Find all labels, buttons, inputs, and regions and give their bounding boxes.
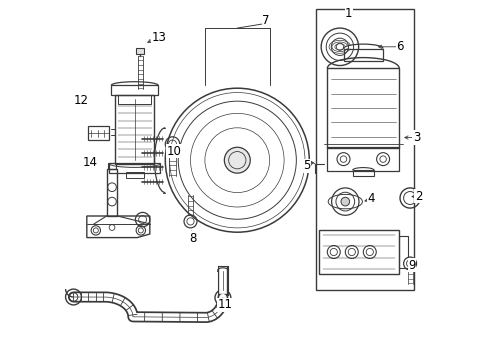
Text: 13: 13 [151, 31, 166, 44]
Bar [352, 170, 373, 176]
Bar [111, 85, 158, 95]
Circle shape [340, 197, 349, 206]
Bar [319, 230, 398, 274]
Bar [118, 95, 151, 104]
Text: 1: 1 [345, 7, 352, 20]
Bar [136, 48, 144, 54]
Bar [115, 95, 154, 164]
Bar [88, 126, 108, 140]
Text: 4: 4 [367, 192, 375, 205]
Bar [125, 172, 143, 178]
Bar [326, 68, 399, 148]
Bar [108, 163, 116, 169]
Bar [326, 147, 399, 171]
Text: 14: 14 [82, 156, 97, 169]
Text: 6: 6 [395, 40, 403, 53]
Bar [316, 9, 413, 290]
Text: 3: 3 [412, 131, 419, 144]
Text: 5: 5 [302, 159, 309, 172]
Text: 9: 9 [407, 259, 415, 272]
Text: 12: 12 [73, 94, 88, 107]
Text: 10: 10 [166, 145, 182, 158]
Text: 7: 7 [262, 14, 269, 27]
Bar [106, 169, 117, 216]
Text: 11: 11 [217, 298, 232, 311]
Text: 2: 2 [414, 190, 421, 203]
Circle shape [224, 147, 250, 173]
Bar [109, 163, 160, 173]
Bar [398, 236, 407, 268]
Bar [343, 49, 382, 61]
Text: 8: 8 [189, 232, 197, 245]
